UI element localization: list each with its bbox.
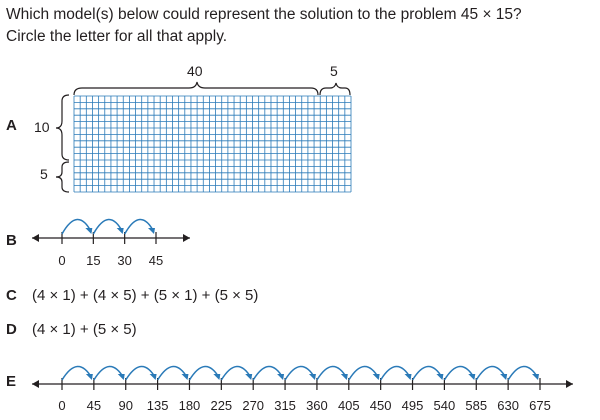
jump-arc bbox=[220, 365, 252, 381]
jump-arc bbox=[316, 365, 348, 381]
jump-arrowhead bbox=[340, 374, 348, 380]
tick-label: 405 bbox=[337, 398, 360, 413]
jump-arc bbox=[92, 218, 124, 235]
question-line-2: Circle the letter for all that apply. bbox=[6, 28, 228, 45]
jump-arrowhead bbox=[372, 374, 380, 380]
jump-arc bbox=[475, 365, 507, 381]
brace-left-10 bbox=[55, 94, 70, 161]
jump-arc bbox=[348, 365, 380, 381]
jump-arrowhead bbox=[277, 374, 285, 380]
option-a-label-40: 40 bbox=[187, 63, 203, 79]
tick-label: 180 bbox=[178, 398, 201, 413]
jump-arc bbox=[411, 365, 444, 381]
jump-arrowhead bbox=[85, 228, 93, 234]
option-e-number-line bbox=[32, 365, 573, 390]
tick-label: 0 bbox=[58, 253, 66, 268]
tick-label: 630 bbox=[497, 398, 519, 413]
option-a-label-5-side: 5 bbox=[40, 166, 48, 182]
tick-label: 0 bbox=[58, 398, 66, 413]
tick-label: 270 bbox=[242, 398, 265, 413]
jump-arrowhead bbox=[149, 374, 157, 380]
brace-top-5 bbox=[319, 82, 351, 96]
tick-label: 225 bbox=[210, 398, 233, 413]
jump-arc bbox=[443, 365, 475, 381]
option-d-expression: (4 × 1) + (5 × 5) bbox=[32, 321, 137, 338]
jump-arrowhead bbox=[213, 374, 221, 380]
question: Which model(s) below could represent the… bbox=[6, 4, 596, 48]
option-a-label-10: 10 bbox=[34, 119, 50, 135]
option-a-letter[interactable]: A bbox=[6, 117, 17, 134]
jump-arc bbox=[93, 365, 125, 381]
option-e-tick-labels: 0 45 90 135 180 225 270 315 360 405 450 495 540 585 63… bbox=[0, 398, 600, 416]
tick-label: 90 bbox=[118, 398, 133, 413]
tick-label: 45 bbox=[86, 398, 102, 413]
jump-arrowhead bbox=[404, 374, 412, 380]
option-b-letter[interactable]: B bbox=[6, 232, 17, 249]
axis-arrow-right bbox=[566, 380, 573, 388]
option-a-braces bbox=[55, 81, 351, 193]
tick-label: 540 bbox=[433, 398, 456, 413]
jump-arc bbox=[61, 365, 93, 381]
jump-arrowhead bbox=[308, 374, 316, 380]
option-a-area-model-grid bbox=[73, 95, 352, 193]
jump-arc bbox=[507, 365, 539, 381]
jump-arc bbox=[124, 218, 155, 235]
option-b-tick-labels: 0 15 30 45 bbox=[0, 253, 600, 271]
jump-arc bbox=[380, 365, 412, 381]
tick-label: 30 bbox=[117, 253, 132, 268]
jump-arrowhead bbox=[85, 374, 93, 380]
brace-left-5 bbox=[55, 161, 70, 193]
option-c-letter[interactable]: C bbox=[6, 287, 17, 304]
jump-arc bbox=[61, 218, 92, 235]
tick-label: 675 bbox=[529, 398, 551, 413]
tick-label: 450 bbox=[369, 398, 392, 413]
question-line-1: Which model(s) below could represent the… bbox=[6, 6, 522, 23]
jump-arrowhead bbox=[148, 228, 155, 234]
tick-label: 360 bbox=[306, 398, 328, 413]
jump-arrowhead bbox=[245, 374, 253, 380]
tick-label: 135 bbox=[146, 398, 169, 413]
jump-arc bbox=[252, 365, 284, 381]
jump-arc bbox=[284, 365, 316, 381]
axis-arrow-right bbox=[183, 234, 190, 242]
tick-label: 315 bbox=[274, 398, 296, 413]
jump-arc bbox=[156, 365, 189, 381]
option-a-label-5-top: 5 bbox=[330, 63, 338, 79]
jump-arrowhead bbox=[468, 374, 476, 380]
option-d-letter[interactable]: D bbox=[6, 321, 17, 338]
brace-top-40 bbox=[73, 81, 319, 96]
jump-arrowhead bbox=[181, 374, 189, 380]
option-c-expression: (4 × 1) + (4 × 5) + (5 × 1) + (5 × 5) bbox=[32, 287, 259, 304]
jump-arrowhead bbox=[500, 374, 508, 380]
jump-arrowhead bbox=[116, 228, 124, 234]
tick-label: 585 bbox=[465, 398, 488, 413]
axis-arrow-left bbox=[32, 234, 39, 242]
axis-arrow-left bbox=[32, 380, 39, 388]
jump-arrowhead bbox=[532, 374, 539, 380]
tick-label: 495 bbox=[401, 398, 424, 413]
jump-arc bbox=[188, 365, 220, 381]
tick-label: 45 bbox=[148, 253, 164, 268]
jump-arrowhead bbox=[117, 374, 125, 380]
option-e-letter[interactable]: E bbox=[6, 373, 17, 390]
jump-arc bbox=[125, 365, 157, 381]
jump-arrowhead bbox=[436, 374, 444, 380]
tick-label: 15 bbox=[86, 253, 101, 268]
option-b-number-line bbox=[32, 218, 190, 244]
